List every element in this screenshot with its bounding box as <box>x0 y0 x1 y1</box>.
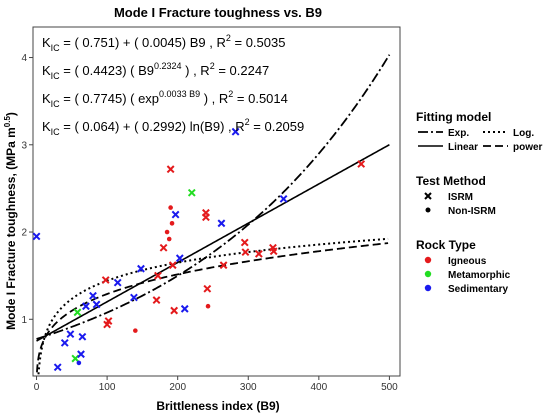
data-point-isrm <box>219 261 228 270</box>
legend-label-fit: Linear <box>448 142 478 153</box>
data-point-isrm <box>269 247 278 256</box>
plot-area: 0 100 200 300 400 500 1 2 3 4 <box>21 26 401 393</box>
legend-label-rock: Sedimentary <box>448 284 508 295</box>
data-point-isrm <box>104 317 113 325</box>
fit-curve-exp <box>36 54 391 340</box>
data-point-isrm <box>159 243 168 252</box>
y-tick-label: 1 <box>21 315 27 326</box>
y-tick-label: 3 <box>21 140 27 151</box>
data-point-non-isrm <box>166 236 172 242</box>
legend-label-method: ISRM <box>448 192 473 203</box>
data-point-isrm <box>279 194 288 203</box>
fit-curve-linear <box>36 144 390 342</box>
data-point-isrm <box>77 350 85 359</box>
fit-equation: KIC = ( 0.7745) ( exp0.0033 B9 ) , R2 = … <box>42 89 288 109</box>
x-tick-label: 500 <box>381 382 398 393</box>
x-tick-label: 0 <box>34 382 40 393</box>
data-point-non-isrm <box>164 229 170 235</box>
data-point-isrm <box>152 296 161 304</box>
legend-key-isrm <box>424 192 432 200</box>
data-point-isrm <box>180 304 189 313</box>
fit-equation: KIC = ( 0.064) + ( 0.2992) ln(B9) , R2 =… <box>42 117 304 137</box>
fit-curve-log <box>37 237 389 376</box>
y-axis-title: Mode I Fracture toughness, (MPa m0.5) <box>3 112 18 330</box>
legend-key-non-isrm <box>425 207 431 213</box>
data-point-isrm <box>130 293 138 302</box>
data-point-isrm <box>171 210 180 219</box>
x-tick-label: 400 <box>310 382 327 393</box>
data-point-isrm <box>217 219 226 228</box>
x-axis-title: Brittleness index (B9) <box>156 399 279 413</box>
data-point-isrm <box>92 300 101 309</box>
data-point-isrm <box>357 160 366 168</box>
data-point-isrm <box>53 363 62 372</box>
legend-label-fit: power <box>513 142 543 153</box>
y-axis-title-main: Mode I Fracture toughness, (MPa m <box>4 127 18 330</box>
legend-fitting-title: Fitting model <box>416 110 491 124</box>
x-tick-label: 200 <box>169 382 186 393</box>
data-point-isrm <box>187 188 196 197</box>
data-point-isrm <box>175 254 184 263</box>
x-tick-label: 100 <box>99 382 116 393</box>
data-point-isrm <box>32 232 41 241</box>
data-point-non-isrm <box>133 328 138 333</box>
fit-equation: KIC = ( 0.4423) ( B90.2324 ) , R2 = 0.22… <box>42 61 269 81</box>
legend: Fitting model Test Method Rock Type Exp.… <box>416 110 543 295</box>
x-tick-label: 300 <box>240 382 257 393</box>
chart-title: Mode I Fracture toughness vs. B9 <box>114 5 322 20</box>
data-point-isrm <box>60 338 69 347</box>
data-point-isrm <box>240 238 249 247</box>
fit-curve-power <box>36 242 389 373</box>
data-point-non-isrm <box>168 205 173 210</box>
data-point-non-isrm <box>76 360 82 366</box>
data-point-isrm <box>154 271 162 280</box>
legend-label-rock: Igneous <box>448 256 487 267</box>
data-point-isrm <box>254 249 263 258</box>
data-point-non-isrm <box>205 303 211 309</box>
legend-key-rock <box>424 256 432 264</box>
y-tick-label: 4 <box>21 53 27 64</box>
fit-equations: KIC = ( 0.751) + ( 0.0045) B9 , R2 = 0.5… <box>42 33 304 137</box>
data-point-isrm <box>168 261 177 270</box>
data-point-isrm <box>82 302 90 311</box>
data-point-isrm <box>113 278 122 287</box>
legend-key-rock <box>424 284 432 292</box>
legend-rock-title: Rock Type <box>416 238 476 252</box>
data-point-isrm <box>202 213 210 222</box>
data-point-isrm <box>101 276 110 284</box>
legend-label-fit: Exp. <box>448 128 469 139</box>
data-point-isrm <box>203 284 212 293</box>
legend-label-fit: Log. <box>513 128 534 139</box>
data-point-isrm <box>166 165 175 174</box>
data-point-isrm <box>66 330 75 339</box>
y-tick-label: 2 <box>21 228 27 239</box>
data-point-isrm <box>89 291 97 300</box>
legend-method-title: Test Method <box>416 174 486 188</box>
data-point-isrm <box>241 248 250 257</box>
fit-equation: KIC = ( 0.751) + ( 0.0045) B9 , R2 = 0.5… <box>42 33 285 53</box>
data-points <box>32 127 366 372</box>
legend-label-rock: Metamorphic <box>448 270 511 281</box>
y-axis-title-sup: 0.5 <box>3 116 12 128</box>
data-point-isrm <box>137 264 145 273</box>
panel-border <box>32 26 401 377</box>
legend-label-method: Non-ISRM <box>448 206 496 217</box>
legend-items: Exp. Log. Linear power ISRM Non-ISRM Igneous Me… <box>418 128 543 295</box>
legend-key-rock <box>424 270 432 278</box>
data-point-isrm <box>78 332 87 341</box>
fit-curves <box>36 54 391 376</box>
data-point-non-isrm <box>169 221 175 226</box>
y-axis-title-close: ) <box>4 112 18 116</box>
data-point-isrm <box>231 127 240 136</box>
data-point-isrm <box>73 308 82 317</box>
data-point-isrm <box>170 306 179 315</box>
